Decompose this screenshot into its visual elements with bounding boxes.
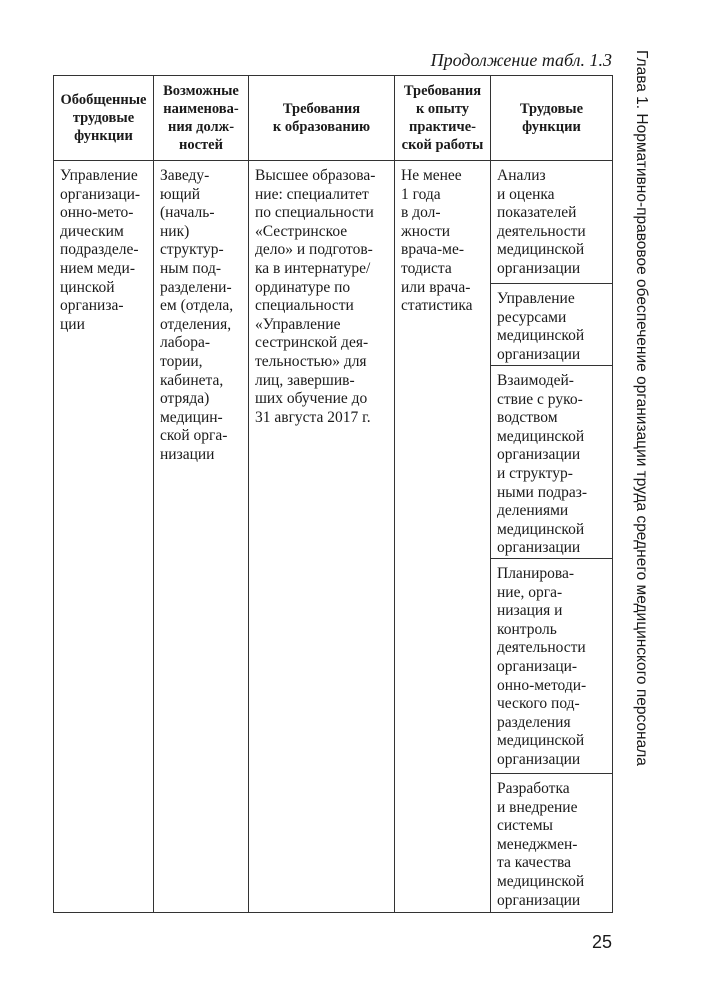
header-generalized-functions: Обобщенные трудовые функции bbox=[53, 75, 154, 161]
cell-labor-function: Анализ и оценка показателей деятельности… bbox=[490, 160, 613, 284]
cell-education: Высшее образова- ние: специалитет по спе… bbox=[248, 160, 395, 913]
header-education: Требования к образованию bbox=[248, 75, 395, 161]
page-number: 25 bbox=[592, 932, 613, 952]
cell-labor-function: Планирова- ние, орга- низация и контроль… bbox=[490, 558, 613, 774]
table-header-row: Обобщенные трудовые функции Возможные на… bbox=[53, 75, 613, 161]
table-subrow: Планирова- ние, орга- низация и контроль… bbox=[54, 558, 613, 774]
competency-table: Обобщенные трудовые функции Возможные на… bbox=[53, 75, 613, 913]
cell-labor-function: Управление ресурсами медицинской организ… bbox=[490, 283, 613, 366]
cell-labor-function: Разработка и внедрение системы менеджмен… bbox=[490, 773, 613, 913]
cell-experience: Не менее 1 года в дол- жности врача-ме- … bbox=[394, 160, 491, 913]
table-subrow: Взаимодей- ствие с руко- водством медици… bbox=[54, 365, 613, 559]
cell-labor-function: Взаимодей- ствие с руко- водством медици… bbox=[490, 365, 613, 559]
table-subrow: Разработка и внедрение системы менеджмен… bbox=[54, 773, 613, 913]
header-labor-functions: Трудовые функции bbox=[490, 75, 613, 161]
cell-generalized-function: Управление организаци- онно-мето- дическ… bbox=[53, 160, 154, 913]
header-experience: Требования к опыту практиче- ской работы bbox=[394, 75, 491, 161]
running-chapter-header: Глава 1. Нормативно-правовое обеспечение… bbox=[633, 50, 650, 766]
table-row: Управление организаци- онно-мето- дическ… bbox=[53, 160, 613, 913]
table-subrow: Управление ресурсами медицинской организ… bbox=[54, 283, 613, 366]
table-caption: Продолжение табл. 1.3 bbox=[430, 50, 612, 70]
cell-positions: Заведу- ющий (началь- ник) структур- ным… bbox=[153, 160, 249, 913]
header-positions: Возможные наименова- ния долж- ностей bbox=[153, 75, 249, 161]
